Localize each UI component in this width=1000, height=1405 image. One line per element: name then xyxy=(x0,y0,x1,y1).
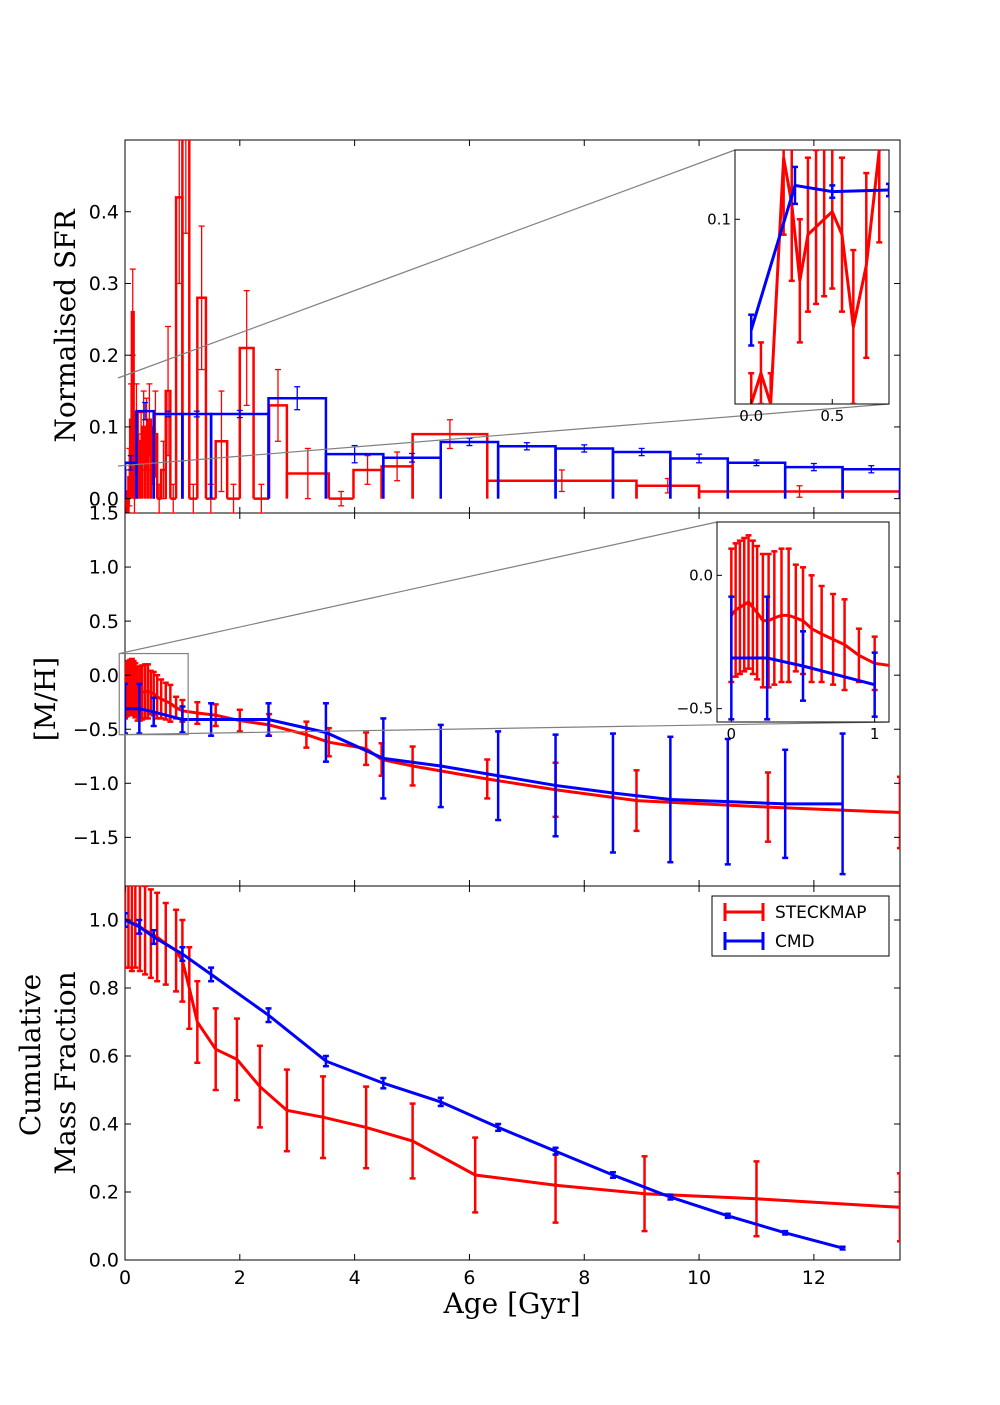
metallicity-ytick-label: −0.5 xyxy=(73,719,119,741)
metallicity-ytick-label: 1.0 xyxy=(89,557,119,579)
sfr-ytick-label: 0.0 xyxy=(89,488,119,510)
sfr-ytick-label: 0.3 xyxy=(89,273,119,295)
cumulative-cmd-line xyxy=(125,918,843,1250)
cumulative-series-group xyxy=(125,886,900,1251)
sfr-inset-xtick-label: 0.0 xyxy=(739,407,763,425)
cumulative-xtick-label: 12 xyxy=(802,1267,826,1289)
sfr-inset-ytick-label: 0.1 xyxy=(707,210,731,228)
metallicity-ylabel: [M/H] xyxy=(29,657,62,741)
metallicity-inset-ytick-label: −0.5 xyxy=(677,700,713,718)
cumulative-panel-frame xyxy=(124,885,901,1261)
metallicity-series-group xyxy=(125,657,900,876)
cumulative-xtick-label: 8 xyxy=(578,1267,590,1289)
sfr-inset-steckmap-line xyxy=(749,150,881,404)
metallicity-plot-area: 1.5 1.0 0.5 0.0 −0.5 −1.0 −1.5 0.0 −0.5 0 1 xyxy=(73,503,900,886)
sfr-zoom-connector xyxy=(117,403,890,467)
metallicity-inset-steckmap-line xyxy=(730,600,889,667)
metallicity-inset-cmd-line xyxy=(731,656,876,687)
cumulative-ylabel-line2: Mass Fraction xyxy=(49,971,82,1174)
cumulative-ytick-label: 1.0 xyxy=(89,910,119,932)
cumulative-xtick-label: 10 xyxy=(687,1267,711,1289)
sfr-ylabel: Normalised SFR xyxy=(49,208,82,442)
legend-box xyxy=(711,895,890,957)
legend-cmd-swatch xyxy=(723,932,765,950)
metallicity-ytick-label: 0.0 xyxy=(89,665,119,687)
cumulative-xtick-label: 0 xyxy=(119,1267,131,1289)
metallicity-inset-series-group xyxy=(728,534,889,721)
cumulative-ytick-label: 0.2 xyxy=(89,1182,119,1204)
cumulative-xtick-label: 6 xyxy=(463,1267,475,1289)
metallicity-ytick-label: −1.5 xyxy=(73,827,119,849)
metallicity-ytick-label: −1.0 xyxy=(73,773,119,795)
metallicity-inset-ytick-label: 0.0 xyxy=(689,566,713,584)
metallicity-cmd-line xyxy=(125,707,843,806)
cumulative-xtick-label: 4 xyxy=(349,1267,361,1289)
metallicity-inset-xtick-label: 0 xyxy=(727,725,737,743)
cumulative-ytick-label: 0.0 xyxy=(89,1250,119,1272)
legend-cmd-label: CMD xyxy=(775,932,815,952)
x-axis-label: Age [Gyr] xyxy=(442,1287,580,1320)
sfr-zoom-connector xyxy=(117,149,736,379)
sfr-inset-xtick-label: 0.5 xyxy=(820,407,844,425)
sfr-steckmap-bin xyxy=(181,140,191,499)
legend-steckmap-label: STECKMAP xyxy=(775,903,866,923)
sfr-plot-area: 0.0 0.1 0.2 0.3 0.4 0.1 0.0 0.5 xyxy=(89,140,900,513)
metallicity-ytick-label: 1.5 xyxy=(89,503,119,525)
legend: STECKMAP CMD xyxy=(711,895,890,957)
metallicity-zoom-connector xyxy=(119,521,718,655)
sfr-inset-series-group xyxy=(748,150,889,404)
legend-steckmap-swatch xyxy=(723,903,765,921)
metallicity-inset-xtick-label: 1 xyxy=(870,725,880,743)
sfr-series-group xyxy=(125,140,900,513)
cumulative-ytick-label: 0.6 xyxy=(89,1046,119,1068)
cumulative-xtick-label: 2 xyxy=(234,1267,246,1289)
metallicity-zoom-connector xyxy=(119,721,890,736)
metallicity-steckmap-line xyxy=(125,684,900,814)
cumulative-plot-area: 0.0 0.2 0.4 0.6 0.8 1.0 0 2 4 6 8 10 12 xyxy=(89,886,900,1289)
cumulative-ytick-label: 0.4 xyxy=(89,1114,119,1136)
sfr-ytick-label: 0.1 xyxy=(89,417,119,439)
sfr-ytick-label: 0.4 xyxy=(89,201,119,223)
cumulative-ylabel-line1: Cumulative xyxy=(14,974,47,1136)
cumulative-ytick-label: 0.8 xyxy=(89,978,119,1000)
sfr-inset-cmd-line xyxy=(749,183,889,331)
metallicity-ytick-label: 0.5 xyxy=(89,611,119,633)
sfr-ytick-label: 0.2 xyxy=(89,345,119,367)
